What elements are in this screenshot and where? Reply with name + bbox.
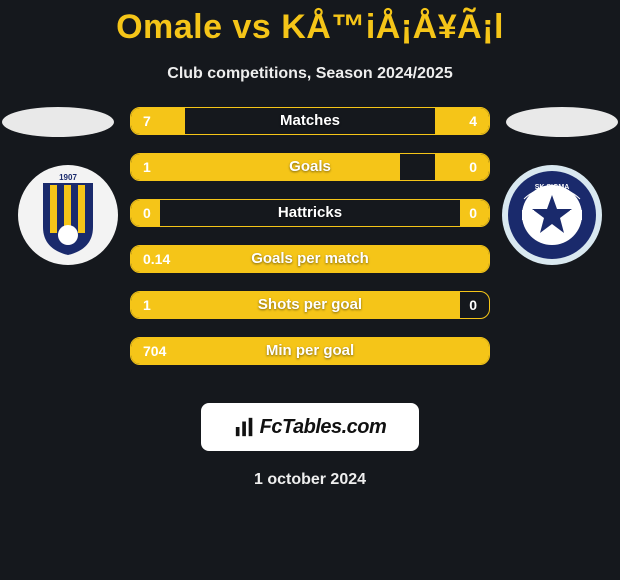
page-title: Omale vs KÅ™iÅ¡Å¥Ã¡l [0,0,620,47]
team-badge-left: 1907 [18,165,118,265]
stat-label: Goals per match [131,246,489,272]
footer-date: 1 october 2024 [0,471,620,489]
stats-area: 1907 SK SIGMA 74Matches 10Goals 00Hattrick… [0,107,620,397]
team-badge-right: SK SIGMA [502,165,602,265]
stat-row: 0.14Goals per match [130,245,490,273]
player-photo-placeholder-right [506,107,618,137]
stat-label: Hattricks [131,200,489,226]
stat-row: 704Min per goal [130,337,490,365]
stat-label: Matches [131,108,489,134]
stat-bars: 74Matches 10Goals 00Hattricks 0.14Goals per… [130,107,490,383]
stat-row: 10Goals [130,153,490,181]
stat-label: Shots per goal [131,292,489,318]
svg-text:SK SIGMA: SK SIGMA [535,184,570,191]
footer-logo-text: FcTables.com [260,416,387,439]
stat-label: Min per goal [131,338,489,364]
svg-text:1907: 1907 [59,173,77,182]
chart-icon [234,416,256,438]
stat-row: 00Hattricks [130,199,490,227]
footer-logo: FcTables.com [201,403,419,451]
subtitle: Club competitions, Season 2024/2025 [0,65,620,83]
stat-row: 74Matches [130,107,490,135]
player-photo-placeholder-left [2,107,114,137]
stat-label: Goals [131,154,489,180]
stat-row: 10Shots per goal [130,291,490,319]
